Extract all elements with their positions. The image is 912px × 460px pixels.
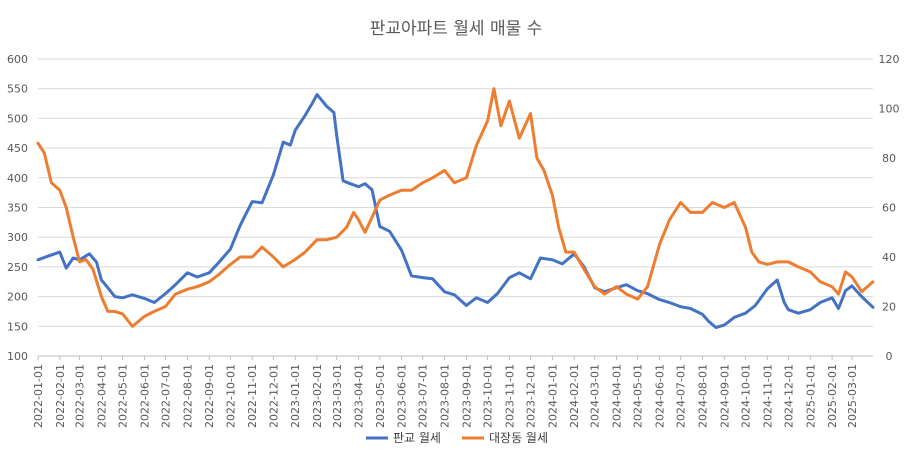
x-tick-label: 2023-01-01 bbox=[289, 364, 302, 428]
series-lines bbox=[36, 87, 875, 329]
gridlines bbox=[38, 58, 873, 357]
x-tick-label: 2024-01-01 bbox=[546, 364, 559, 428]
x-tick-label: 2024-05-01 bbox=[632, 364, 645, 428]
x-tick-label: 2022-05-01 bbox=[117, 364, 130, 428]
x-tick-label: 2024-11-01 bbox=[761, 364, 774, 428]
x-tick-label: 2023-04-01 bbox=[353, 364, 366, 428]
left-y-tick-label: 400 bbox=[7, 172, 28, 185]
x-tick-label: 2025-01-01 bbox=[804, 364, 817, 428]
x-tick-label: 2023-08-01 bbox=[439, 364, 452, 428]
x-tick-label: 2024-06-01 bbox=[653, 364, 666, 428]
left-y-tick-label: 200 bbox=[7, 291, 28, 304]
x-tick-label: 2022-11-01 bbox=[246, 364, 259, 428]
chart-title: 판교아파트 월세 매물 수 bbox=[370, 19, 543, 39]
x-tick-label: 2023-06-01 bbox=[396, 364, 409, 428]
x-tick-label: 2024-08-01 bbox=[696, 364, 709, 428]
left-y-axis: 100 150 200 250 300 350 400 450 500 550 600 bbox=[7, 53, 28, 363]
x-tick-label: 2022-04-01 bbox=[95, 364, 108, 428]
x-tick-label: 2023-07-01 bbox=[417, 364, 430, 428]
x-tick-label: 2022-07-01 bbox=[160, 364, 173, 428]
x-tick-label: 2024-10-01 bbox=[739, 364, 752, 428]
left-y-tick-label: 300 bbox=[7, 231, 28, 244]
left-y-tick-label: 350 bbox=[7, 202, 28, 215]
right-y-tick-label: 120 bbox=[879, 53, 900, 66]
x-tick-label: 2023-02-01 bbox=[311, 364, 324, 428]
right-y-tick-label: 0 bbox=[886, 350, 893, 363]
left-y-tick-label: 150 bbox=[7, 320, 28, 333]
right-y-tick-label: 100 bbox=[879, 103, 900, 116]
x-tick-label: 2025-03-01 bbox=[846, 364, 859, 428]
x-tick-label: 2022-02-01 bbox=[54, 364, 67, 428]
left-y-tick-label: 100 bbox=[7, 350, 28, 363]
x-tick-label: 2024-09-01 bbox=[718, 364, 731, 428]
right-y-axis: 0 20 40 60 80 100 120 bbox=[879, 53, 900, 363]
x-tick-label: 2023-05-01 bbox=[374, 364, 387, 428]
right-y-tick-label: 60 bbox=[882, 202, 896, 215]
x-tick-label: 2024-04-01 bbox=[611, 364, 624, 428]
legend-label: 대장동 월세 bbox=[489, 431, 548, 445]
x-tick-label: 2022-12-01 bbox=[267, 364, 280, 428]
x-tick-label: 2022-10-01 bbox=[224, 364, 237, 428]
x-tick-label: 2022-09-01 bbox=[203, 364, 216, 428]
right-y-tick-label: 20 bbox=[882, 301, 896, 314]
x-tick-label: 2022-03-01 bbox=[74, 364, 87, 428]
left-y-tick-label: 450 bbox=[7, 142, 28, 155]
x-tick-label: 2023-09-01 bbox=[460, 364, 473, 428]
right-y-tick-label: 40 bbox=[882, 251, 896, 264]
x-axis: 2022-01-01 2022-02-01 2022-03-01 2022-04-01… bbox=[32, 355, 873, 428]
x-tick-label: 2023-12-01 bbox=[525, 364, 538, 428]
x-tick-label: 2025-02-01 bbox=[826, 364, 839, 428]
x-tick-label: 2024-07-01 bbox=[675, 364, 688, 428]
series-line-daejang bbox=[36, 87, 875, 328]
left-y-tick-label: 600 bbox=[7, 53, 28, 66]
x-tick-label: 2024-12-01 bbox=[782, 364, 795, 428]
series-line-pangyo bbox=[36, 93, 875, 329]
x-tick-label: 2023-10-01 bbox=[482, 364, 495, 428]
legend: 판교 월세 대장동 월세 bbox=[366, 431, 548, 445]
x-tick-label: 2023-11-01 bbox=[503, 364, 516, 428]
x-tick-label: 2024-02-01 bbox=[568, 364, 581, 428]
left-y-tick-label: 550 bbox=[7, 83, 28, 96]
x-tick-label: 2023-03-01 bbox=[331, 364, 344, 428]
right-y-tick-label: 80 bbox=[882, 152, 896, 165]
left-y-tick-label: 250 bbox=[7, 261, 28, 274]
left-y-tick-label: 500 bbox=[7, 112, 28, 125]
x-tick-label: 2022-06-01 bbox=[138, 364, 151, 428]
legend-label: 판교 월세 bbox=[393, 431, 441, 445]
x-tick-label: 2022-08-01 bbox=[181, 364, 194, 428]
x-tick-label: 2024-03-01 bbox=[589, 364, 602, 428]
x-tick-label: 2022-01-01 bbox=[32, 364, 45, 428]
